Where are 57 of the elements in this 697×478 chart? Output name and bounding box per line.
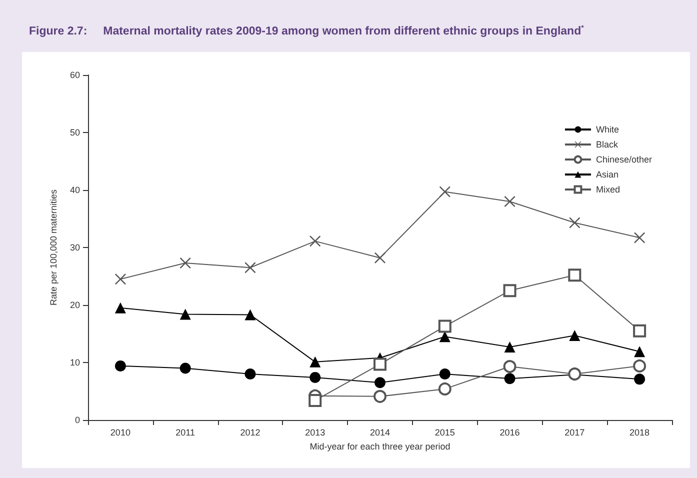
point: [310, 236, 321, 247]
x-tick-label: 2013: [305, 428, 326, 438]
y-tick-label: 20: [70, 300, 80, 310]
x-axis-title: Mid-year for each three year period: [310, 442, 450, 452]
point: [504, 196, 516, 207]
point: [503, 360, 516, 374]
point: [568, 268, 582, 282]
legend-label: Black: [596, 140, 618, 150]
point: [504, 373, 516, 384]
x-tick-label: 2018: [630, 428, 650, 438]
y-tick-label: 30: [70, 242, 80, 252]
point: [634, 346, 646, 358]
point: [439, 186, 450, 198]
point: [503, 284, 516, 298]
point: [310, 372, 321, 383]
legend-label: Asian: [596, 170, 618, 180]
point: [438, 382, 452, 396]
point: [374, 358, 386, 371]
y-axis-title: Rate per 100,000 maternities: [48, 188, 58, 306]
x-tick-label: 2017: [564, 428, 585, 438]
point: [439, 368, 450, 380]
y-tick-label: 0: [74, 415, 80, 425]
point: [438, 320, 452, 333]
legend-label: Chinese/other: [596, 154, 652, 164]
point: [244, 368, 256, 380]
point: [439, 331, 450, 342]
point: [114, 360, 126, 372]
y-tick-label: 40: [70, 185, 80, 195]
point: [180, 258, 191, 269]
x-tick-label: 2015: [434, 428, 455, 438]
point: [633, 324, 646, 338]
point: [633, 359, 646, 372]
y-tick-label: 60: [70, 70, 80, 80]
point: [634, 232, 646, 244]
y-tick-label: 10: [70, 358, 80, 368]
point: [504, 341, 516, 352]
legend-label: White: [596, 124, 619, 134]
point: [634, 374, 646, 385]
point: [244, 309, 256, 320]
x-tick-label: 2014: [370, 428, 390, 438]
point: [308, 394, 322, 407]
point: [180, 362, 191, 374]
point: [374, 377, 386, 388]
point: [114, 302, 126, 314]
y-tick-label: 50: [70, 128, 80, 138]
x-tick-label: 2010: [110, 428, 130, 438]
legend-label: Mixed: [596, 184, 620, 194]
point: [114, 274, 126, 285]
x-tick-label: 2016: [500, 428, 520, 438]
point: [244, 262, 256, 274]
point: [374, 390, 386, 403]
x-tick-label: 2012: [240, 428, 260, 438]
x-tick-label: 2011: [176, 428, 196, 438]
point: [569, 330, 580, 341]
point: [180, 308, 191, 320]
point: [310, 356, 321, 368]
point: [374, 252, 386, 264]
